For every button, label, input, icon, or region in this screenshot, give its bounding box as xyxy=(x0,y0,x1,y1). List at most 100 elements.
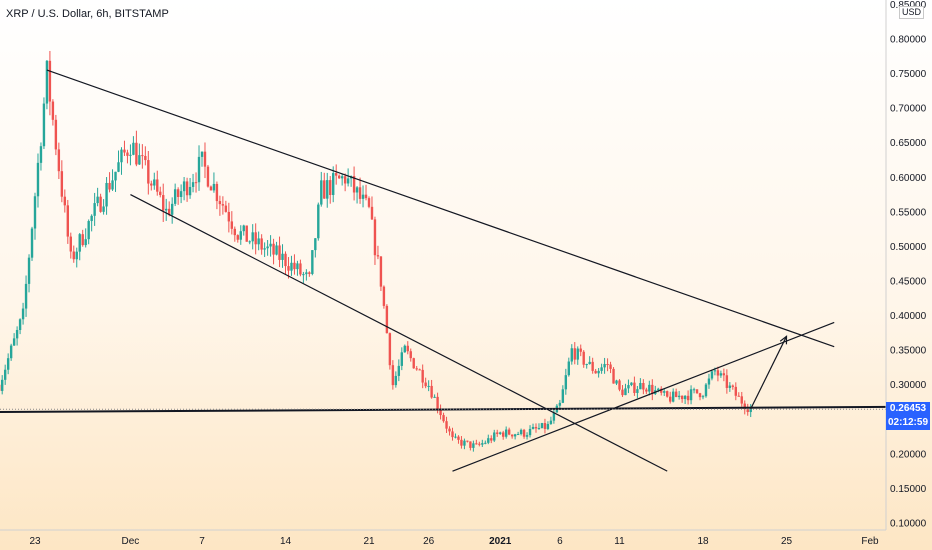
candle-body xyxy=(522,429,526,437)
currency-unit-badge[interactable]: USD xyxy=(898,6,924,19)
candle-body xyxy=(689,389,693,401)
candle-body xyxy=(159,191,162,196)
candle-body xyxy=(293,262,296,270)
candle-body xyxy=(403,345,406,353)
candle-body xyxy=(657,388,660,391)
candle-body xyxy=(27,257,31,284)
candle-body xyxy=(507,429,511,435)
candle-body xyxy=(648,384,651,392)
candle-body xyxy=(695,389,699,394)
x-tick-label: 23 xyxy=(29,536,41,547)
candle-body xyxy=(135,142,138,165)
candle-body xyxy=(564,375,568,390)
candle-body xyxy=(558,402,562,406)
candle-body xyxy=(358,187,362,199)
candle-body xyxy=(51,101,55,120)
x-tick-label: 25 xyxy=(781,536,793,547)
x-tick-label: 11 xyxy=(614,536,625,547)
candle-body xyxy=(606,364,609,366)
candle-body xyxy=(391,365,395,386)
candle-body xyxy=(722,373,726,376)
x-tick-label: Feb xyxy=(861,536,879,547)
candle-body xyxy=(731,385,735,387)
candle-body xyxy=(150,183,153,186)
candle-body xyxy=(370,206,374,220)
candle-body xyxy=(236,235,239,240)
trendline[interactable] xyxy=(452,321,835,472)
candle-body xyxy=(6,358,10,370)
candle-body xyxy=(200,151,204,157)
candle-body xyxy=(120,149,123,163)
candle-body xyxy=(209,186,213,191)
projection-arrow[interactable] xyxy=(750,336,788,410)
candle-body xyxy=(147,160,150,184)
x-tick-label: 18 xyxy=(697,536,709,547)
trendline[interactable] xyxy=(130,194,668,472)
candle-body xyxy=(496,432,499,434)
candle-body xyxy=(278,245,281,260)
x-tick-label: 7 xyxy=(199,536,205,547)
candle-body xyxy=(332,173,335,195)
x-tick-label: 26 xyxy=(423,536,435,547)
candle-body xyxy=(320,180,323,205)
candle-body xyxy=(281,253,284,260)
candle-body xyxy=(132,142,135,155)
candle-body xyxy=(683,395,687,400)
candle-body xyxy=(570,348,573,362)
candle-body xyxy=(296,263,299,270)
candle-body xyxy=(221,204,225,206)
candle-body xyxy=(740,396,743,404)
trendline[interactable] xyxy=(46,69,835,348)
candle-body xyxy=(651,384,654,395)
candle-body xyxy=(603,364,606,368)
candle-body xyxy=(305,272,308,275)
candle-body xyxy=(513,434,517,437)
candle-body xyxy=(176,189,180,197)
y-tick-label: 0.35000 xyxy=(890,346,927,357)
candle-body xyxy=(206,166,210,187)
candle-body xyxy=(182,181,186,192)
candle-body xyxy=(624,388,627,396)
candle-body xyxy=(170,203,174,215)
candle-body xyxy=(421,369,424,383)
candle-body xyxy=(248,241,251,243)
candle-body xyxy=(33,196,37,229)
candle-body xyxy=(663,391,666,393)
candle-body xyxy=(126,152,129,156)
candle-body xyxy=(549,420,553,424)
candle-body xyxy=(469,441,472,448)
candle-body xyxy=(42,103,46,147)
candle-body xyxy=(153,179,156,186)
candle-body xyxy=(129,154,132,156)
x-tick-label: 6 xyxy=(557,536,563,547)
y-tick-label: 0.60000 xyxy=(890,173,927,184)
candle-body xyxy=(612,368,615,384)
candle-body xyxy=(525,435,529,437)
candle-body xyxy=(272,243,275,255)
candle-body xyxy=(588,361,591,365)
candle-body xyxy=(490,438,493,441)
candle-body xyxy=(144,155,147,161)
candle-body xyxy=(290,262,293,271)
candle-body xyxy=(388,333,392,366)
candle-body xyxy=(478,443,481,445)
candle-body xyxy=(379,256,383,287)
candle-body xyxy=(415,368,418,370)
candle-body xyxy=(579,348,582,352)
candle-body xyxy=(275,245,278,255)
candle-body xyxy=(60,171,64,197)
candle-body xyxy=(573,348,576,360)
candle-body xyxy=(12,338,16,346)
trendline[interactable] xyxy=(0,405,906,414)
candle-body xyxy=(191,182,195,187)
candle-body xyxy=(701,396,705,398)
candle-body xyxy=(418,369,421,371)
candle-body xyxy=(412,358,415,369)
projection-arrowhead xyxy=(779,335,788,345)
candle-body xyxy=(618,380,621,390)
candle-body xyxy=(698,393,702,398)
bar-countdown-tag: 02:12:59 xyxy=(886,416,930,431)
candle-body xyxy=(448,428,451,432)
candle-body xyxy=(108,182,111,190)
